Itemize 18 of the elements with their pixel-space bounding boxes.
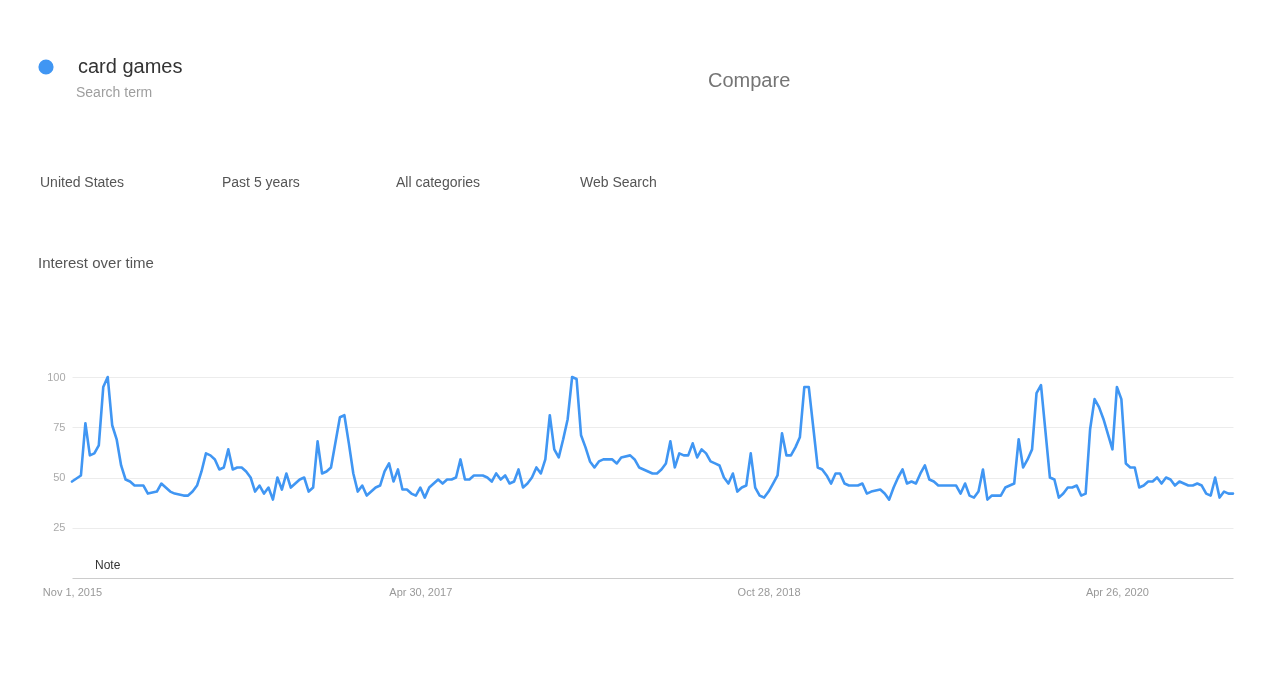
legend-label: card games [78,55,183,77]
text: Web Search [580,174,657,190]
text: United States [40,174,125,190]
x-tick-label: Apr 26, 2020 [1085,585,1149,598]
y-tick-label: 25 [53,521,66,534]
x-tick-label: Nov 1, 2015 [42,585,103,598]
x-tick-label: Oct 28, 2018 [737,585,801,598]
annotation: Note [95,558,121,572]
text: Search term [76,84,153,100]
text: Compare [708,69,791,91]
chart-title: Interest over time [38,254,154,271]
y-tick-label: 50 [53,471,66,483]
x-tick-label: Apr 30, 2017 [389,585,453,598]
y-tick-label: 100 [47,370,66,383]
text: All categories [396,174,481,190]
text: Past 5 years [222,174,300,190]
y-tick-label: 75 [53,420,66,433]
line-series [70,375,1235,501]
